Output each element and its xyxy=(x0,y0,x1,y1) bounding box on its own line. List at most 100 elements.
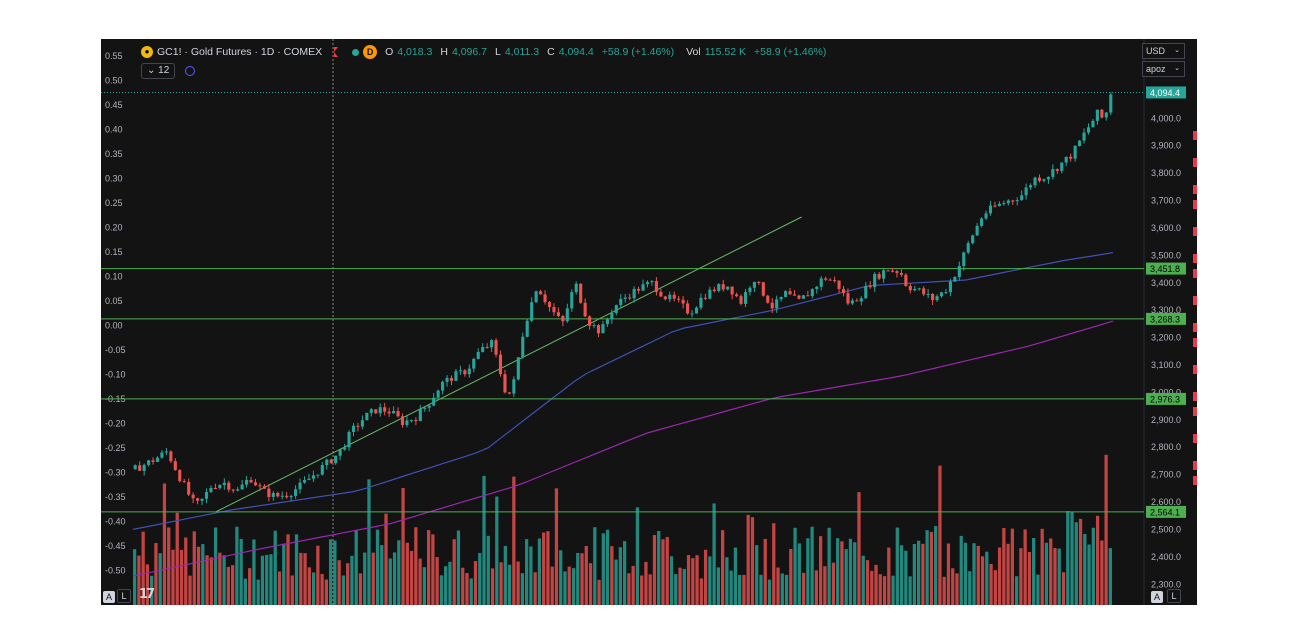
volume-bar xyxy=(265,554,269,605)
candle-body xyxy=(441,381,445,391)
candle-body xyxy=(1104,112,1108,118)
volume-bar xyxy=(554,488,559,605)
candle-body xyxy=(191,494,195,499)
symbol-title[interactable]: GC1! · Gold Futures · 1D · COMEX xyxy=(157,46,323,58)
d-badge[interactable]: D xyxy=(363,45,378,59)
candle-body xyxy=(343,447,347,450)
volume-bar xyxy=(542,532,546,605)
right-axis-tick-label: 3,500.0 xyxy=(1151,250,1181,260)
candle-body xyxy=(1020,195,1024,201)
right-axis-tick-label: 3,200.0 xyxy=(1151,333,1181,343)
candle-body xyxy=(801,295,805,299)
volume-bar xyxy=(1049,538,1053,605)
volume-bar xyxy=(610,546,614,605)
volume-bar xyxy=(401,487,405,605)
candle-body xyxy=(169,451,173,462)
volume-bar xyxy=(1006,543,1010,605)
volume-bar xyxy=(772,523,776,605)
candle-body xyxy=(151,460,155,462)
volume-bar xyxy=(341,575,346,605)
candle-body xyxy=(552,307,556,313)
volume-bar xyxy=(899,545,904,605)
volume-bar xyxy=(260,555,265,605)
volume-bar xyxy=(1019,548,1023,605)
volume-bar xyxy=(461,567,465,605)
candle-body xyxy=(819,278,823,287)
candle-body xyxy=(913,288,917,291)
volume-bar xyxy=(414,527,418,605)
left-axis-tick-label: -0.45 xyxy=(105,541,126,551)
candle-body xyxy=(289,495,293,498)
last-price-badge xyxy=(1146,86,1186,99)
volume-bar xyxy=(618,547,622,605)
volume-bar xyxy=(861,555,865,605)
candle-body xyxy=(503,374,507,393)
indicators-toggle-button[interactable]: ⌄ 12 xyxy=(141,63,176,79)
left-axis-tick-label: 0.45 xyxy=(105,100,123,110)
volume-bar xyxy=(997,547,1002,605)
volume-bar xyxy=(686,555,691,605)
volume-bar xyxy=(422,567,426,605)
unit-select[interactable]: apoz ⌄ xyxy=(1142,61,1185,77)
volume-bar xyxy=(703,549,708,605)
candle-body xyxy=(1029,185,1033,188)
volume-bar xyxy=(810,526,814,605)
candle-body xyxy=(677,298,681,300)
flag-icon[interactable] xyxy=(334,47,339,57)
candle-body xyxy=(1095,109,1099,121)
volume-bar xyxy=(559,550,563,605)
volume-bar xyxy=(252,539,256,605)
right-axis-tick-label: 3,400.0 xyxy=(1151,278,1181,288)
volume-bar xyxy=(452,539,456,605)
candle-body xyxy=(418,408,422,421)
candle-body xyxy=(458,370,462,372)
volume-bar xyxy=(938,465,942,605)
volume-bar xyxy=(482,475,486,605)
right-edge-marker xyxy=(1193,434,1197,443)
candle-body xyxy=(797,295,801,299)
auto-scale-right-button[interactable]: A xyxy=(1151,591,1163,603)
candle-body xyxy=(855,300,859,302)
volume-bar xyxy=(934,526,938,605)
candle-body xyxy=(245,479,249,485)
candle-body xyxy=(485,347,489,349)
candle-body xyxy=(409,420,413,422)
candle-body xyxy=(699,297,703,308)
candle-body xyxy=(383,407,387,412)
currency-select[interactable]: USD ⌄ xyxy=(1142,43,1185,59)
candle-body xyxy=(619,298,623,306)
volume-bar xyxy=(1057,548,1061,605)
volume-bar xyxy=(550,566,554,605)
price-chart[interactable]: 0.55 0.50 0.45 0.40 0.35 0.30 0.25 0.20 0.15 0.10… xyxy=(101,39,1197,605)
log-scale-left-button[interactable]: L xyxy=(117,589,131,603)
candle-body xyxy=(757,281,761,283)
candle-body xyxy=(570,292,574,309)
volume-bar xyxy=(444,566,448,605)
volume-bar xyxy=(273,530,277,605)
volume-bar xyxy=(712,503,716,605)
candle-body xyxy=(792,294,797,296)
volume-bar xyxy=(196,546,201,605)
candle-body xyxy=(948,281,952,293)
volume-bar xyxy=(627,573,631,605)
chart-panel[interactable]: 0.55 0.50 0.45 0.40 0.35 0.30 0.25 0.20 0.15 0.10… xyxy=(101,39,1197,605)
tradingview-logo[interactable]: 17 xyxy=(139,587,155,602)
candle-body xyxy=(971,235,975,244)
candle-body xyxy=(1091,120,1095,128)
volume-bar xyxy=(874,564,878,605)
left-axis-tick-label: 0.20 xyxy=(105,223,123,233)
left-axis-tick-label: -0.30 xyxy=(105,468,126,478)
candle-body xyxy=(859,298,863,302)
candle-body xyxy=(1011,200,1015,202)
candle-body xyxy=(187,482,191,495)
volume-bar xyxy=(721,530,725,605)
volume-bar xyxy=(588,563,593,605)
right-axis-tick-label: 3,700.0 xyxy=(1151,196,1181,206)
candle-body xyxy=(173,461,177,471)
auto-scale-left-button[interactable]: A xyxy=(103,591,115,603)
volume-bar xyxy=(652,535,657,605)
volume-bar xyxy=(1083,533,1087,605)
candle-body xyxy=(957,266,961,277)
volume-bar xyxy=(303,553,307,605)
log-scale-right-button[interactable]: L xyxy=(1167,589,1181,603)
